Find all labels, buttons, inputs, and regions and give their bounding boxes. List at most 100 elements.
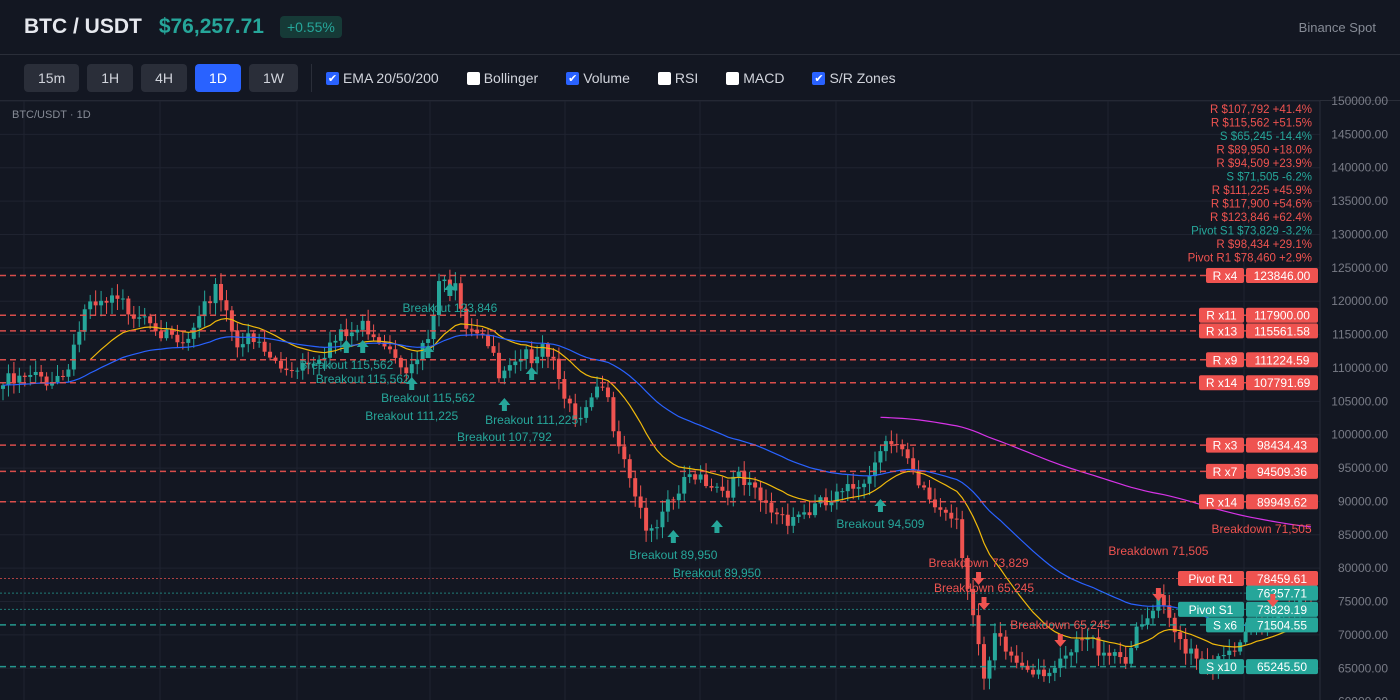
candle-up xyxy=(99,300,104,306)
level-tag-bg xyxy=(1199,307,1244,323)
y-tick-label: 105000.00 xyxy=(1331,394,1388,408)
candle-down xyxy=(600,386,605,388)
price-tag-bg xyxy=(1246,307,1318,323)
candle-down xyxy=(268,351,273,358)
timeframe-1d-button[interactable]: 1D xyxy=(195,64,241,92)
checkbox-checked-icon[interactable]: ✔ xyxy=(566,71,580,85)
candle-down xyxy=(93,301,98,306)
candle-up xyxy=(338,329,343,341)
symbol-title: BTC / USDT xyxy=(24,15,142,38)
checkbox-checked-icon[interactable]: ✔ xyxy=(325,71,339,85)
candle-up xyxy=(714,486,719,488)
zone-list-item: R $115,562 +51.5% xyxy=(1211,118,1312,130)
candle-down xyxy=(262,341,267,352)
arrow-up-icon xyxy=(667,529,680,543)
ema-200-line xyxy=(880,416,1312,528)
arrow-up-icon xyxy=(710,519,723,533)
candle-down xyxy=(1096,637,1101,656)
candle-down xyxy=(562,379,567,399)
candle-down xyxy=(159,331,164,339)
zone-list-item: S $71,505 -6.2% xyxy=(1226,172,1312,184)
y-tick-label: 85000.00 xyxy=(1338,528,1388,542)
zone-list-item: Pivot S1 $73,829 -3.2% xyxy=(1191,226,1312,238)
candle-up xyxy=(687,474,692,477)
candle-up xyxy=(33,371,38,376)
timeframe-1h-button[interactable]: 1H xyxy=(87,64,134,92)
checkbox-checked-icon[interactable]: ✔ xyxy=(812,71,826,85)
level-tag-bg xyxy=(1206,463,1244,479)
candle-down xyxy=(366,320,371,335)
candle-up xyxy=(186,338,191,343)
timeframe-1w-button[interactable]: 1W xyxy=(248,64,298,92)
checkbox-unchecked-icon[interactable] xyxy=(726,71,740,85)
candle-down xyxy=(916,470,921,486)
breakout-label: Breakout 115,562 xyxy=(316,372,410,386)
candle-down xyxy=(709,486,714,488)
candle-down xyxy=(616,431,621,447)
breakout-label: Breakout 89,950 xyxy=(673,566,761,580)
price-tag-bg xyxy=(1246,437,1318,453)
candle-down xyxy=(229,310,234,331)
rsi-checkbox[interactable]: RSI xyxy=(657,70,698,86)
candle-up xyxy=(595,386,600,398)
candle-up xyxy=(453,283,458,291)
candle-down xyxy=(693,474,698,480)
chart-symbol-label: BTC/USDT · 1D xyxy=(12,109,91,121)
candle-down xyxy=(851,484,856,489)
sr-zones-checkbox[interactable]: ✔ S/R Zones xyxy=(812,70,896,86)
macd-label: MACD xyxy=(743,70,785,86)
candle-down xyxy=(219,283,223,301)
arrow-down-icon xyxy=(1152,587,1165,601)
candle-down xyxy=(764,500,768,503)
candle-up xyxy=(840,491,845,493)
header: BTC / USDT $76,257.71 +0.55% Binance Spo… xyxy=(0,0,1400,55)
timeframe-15m-button[interactable]: 15m xyxy=(24,64,80,92)
price-tag-value: 89949.62 xyxy=(1257,495,1307,509)
candle-up xyxy=(197,316,202,328)
candle-down xyxy=(496,352,501,379)
sr-zones-label: S/R Zones xyxy=(829,70,896,86)
candle-up xyxy=(987,660,992,679)
candle-up xyxy=(883,441,888,452)
ema-50-line xyxy=(2,334,1312,627)
price-tag-bg xyxy=(1246,494,1318,510)
candle-up xyxy=(164,329,169,339)
checkbox-unchecked-icon[interactable] xyxy=(466,71,480,85)
y-tick-label: 70000.00 xyxy=(1338,628,1388,642)
volume-checkbox[interactable]: ✔ Volume xyxy=(566,70,630,86)
candle-up xyxy=(873,462,877,477)
candle-up xyxy=(213,283,218,304)
candle-up xyxy=(437,281,441,316)
candle-up xyxy=(300,362,305,371)
level-tag-bg xyxy=(1206,617,1244,633)
candle-down xyxy=(104,300,109,303)
candle-up xyxy=(524,349,529,359)
bollinger-checkbox[interactable]: Bollinger xyxy=(466,70,538,86)
candle-down xyxy=(1080,639,1085,641)
ema-20-line xyxy=(89,317,1312,648)
candle-down xyxy=(235,330,240,348)
candle-down xyxy=(998,633,1003,637)
arrow-up-icon xyxy=(443,282,456,296)
candle-down xyxy=(725,490,730,498)
price-tag-value: 111224.59 xyxy=(1255,353,1310,367)
macd-checkbox[interactable]: MACD xyxy=(726,70,784,86)
breakout-label: Breakout 111,225 xyxy=(485,413,578,427)
price-tag-bg xyxy=(1246,323,1318,339)
candle-down xyxy=(387,346,392,350)
candle-up xyxy=(535,356,540,364)
candle-down xyxy=(976,615,981,645)
candle-down xyxy=(393,349,398,358)
candle-up xyxy=(802,512,807,515)
timeframe-4h-button[interactable]: 4H xyxy=(141,64,188,92)
candle-up xyxy=(878,451,883,463)
level-tag-bg xyxy=(1206,437,1244,453)
ema-checkbox[interactable]: ✔ EMA 20/50/200 xyxy=(325,70,439,86)
breakout-label: Breakout 115,562 xyxy=(299,358,393,372)
candle-down xyxy=(1107,652,1112,656)
toolbar-divider xyxy=(310,64,312,92)
candle-up xyxy=(513,361,518,366)
candle-down xyxy=(644,507,649,531)
checkbox-unchecked-icon[interactable] xyxy=(657,71,671,85)
